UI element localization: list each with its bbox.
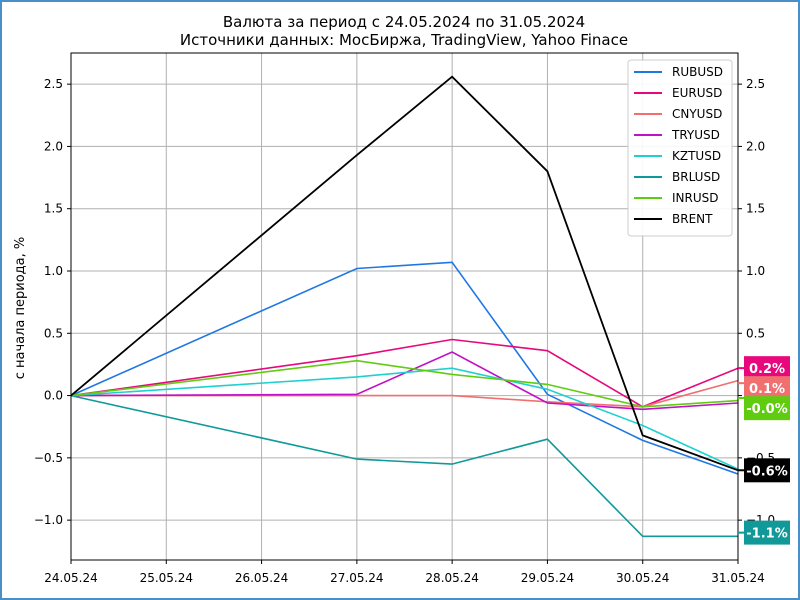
series-line-rubusd [70,261,739,475]
chart-title: Валюта за период с 24.05.2024 по 31.05.2… [223,13,585,31]
y-tick-label-left: 0.0 [44,389,63,403]
end-label-text: -0.0% [746,402,787,417]
series-line-brent [70,75,739,472]
x-tick-label: 28.05.24 [425,571,478,585]
end-label-4: -1.1% [738,520,790,545]
y-tick-label-left: 2.5 [44,77,63,91]
legend-box [627,59,733,237]
legend-entry-rubusd: RUBUSD [672,65,723,79]
series-line-eurusd [70,338,739,408]
x-tick-label: 25.05.24 [140,571,193,585]
y-tick-label-left: 2.0 [44,139,63,153]
x-tick-label: 31.05.24 [711,571,764,585]
legend-entry-eurusd: EURUSD [672,86,722,100]
axis-ticks: 24.05.24 25.05.24 26.05.24 27.05.24 28.05.24… [34,77,775,585]
end-label-text: -0.6% [746,464,787,479]
series-line-tryusd [70,351,739,411]
x-tick-label: 24.05.24 [44,571,97,585]
series-lines [70,75,739,538]
legend-entry-cnyusd: CNYUSD [672,107,722,121]
series-line-brlusd [70,394,738,538]
y-tick-label-right: 1.0 [746,264,765,278]
legend-entry-kztusd: KZTUSD [672,149,721,163]
y-tick-label-left: 1.0 [44,264,63,278]
end-label-box [744,396,790,421]
end-label-text: -1.1% [746,527,787,542]
y-tick-label-left: 1.5 [44,202,63,216]
x-tick-label: 30.05.24 [616,571,669,585]
x-tick-label: 29.05.24 [521,571,574,585]
chart-subtitle: Источники данных: МосБиржа, TradingView,… [180,31,628,49]
y-tick-label-right: 2.5 [746,77,765,91]
x-tick-label: 26.05.24 [235,571,288,585]
plot-area-border [70,52,739,561]
end-label-3: -0.6% [738,458,790,483]
y-tick-label-right: 2.0 [746,139,765,153]
y-tick-label-left: −0.5 [34,451,63,465]
y-tick-label-right: 1.5 [746,202,765,216]
y-tick-label-right: 0.5 [746,326,765,340]
x-tick-label: 27.05.24 [330,571,383,585]
y-tick-label-left: −1.0 [34,513,63,527]
end-label-text: 0.1% [749,382,785,397]
legend-entry-inrusd: INRUSD [672,191,719,205]
end-label-2: -0.0% [738,396,790,421]
series-line-inrusd [70,359,739,408]
legend-entry-brlusd: BRLUSD [672,170,720,184]
legend-entry-tryusd: TRYUSD [671,128,720,142]
y-tick-label-left: 0.5 [44,326,63,340]
series-line-cnyusd [71,379,739,408]
legend-entry-brent: BRENT [672,212,713,226]
legend: RUBUSD EURUSD CNYUSD TRYUSD KZTUSD BRLUSD INRU… [627,59,733,237]
end-label-text: 0.2% [749,362,785,377]
end-value-labels: 0.2% 0.1% -0.0% -0.6% -1.1% [738,356,790,545]
y-axis-label: с начала периода, % [13,237,28,380]
